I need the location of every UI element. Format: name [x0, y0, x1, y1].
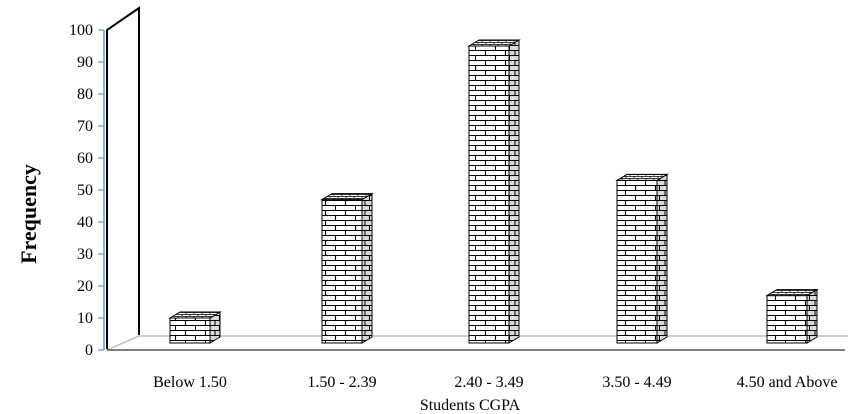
- bar-top: [467, 39, 521, 47]
- back-wall: [106, 6, 140, 349]
- bar-top: [765, 289, 819, 297]
- bar-front: [321, 199, 363, 344]
- bar-front: [766, 295, 808, 344]
- bar-side: [361, 192, 373, 344]
- y-tick-label: 0: [85, 342, 93, 359]
- y-tick-label: 80: [77, 86, 93, 103]
- bar-front: [169, 317, 211, 344]
- x-category-label: 2.40 - 3.49: [454, 374, 523, 391]
- bar: [320, 192, 374, 344]
- bar: [765, 288, 819, 344]
- x-axis-line: [106, 335, 848, 351]
- y-tick-label: 90: [77, 54, 93, 71]
- x-category-label: Below 1.50: [153, 374, 227, 391]
- y-tick-label: 50: [77, 182, 93, 199]
- y-tick-label: 10: [77, 310, 93, 327]
- x-category-label: 4.50 and Above: [737, 374, 838, 391]
- y-tick-label: 70: [77, 118, 93, 135]
- y-axis-ticks: 0 10 20 30 40 50 60 70 80 90 100: [69, 22, 104, 359]
- x-category-label: 3.50 - 4.49: [602, 374, 671, 391]
- x-axis-label: Students CGPA: [420, 397, 521, 414]
- bar-side: [508, 39, 520, 344]
- y-tick-label: 40: [77, 214, 93, 231]
- bar-top: [168, 311, 222, 319]
- y-tick-label: 60: [77, 150, 93, 167]
- x-axis-categories: Below 1.50 1.50 - 2.39 2.40 - 3.49 3.50 - 4…: [153, 374, 837, 391]
- y-tick-label: 100: [69, 22, 93, 39]
- bars-group: [168, 39, 819, 344]
- bar-front: [468, 45, 510, 344]
- bar-top: [320, 193, 374, 201]
- bar: [467, 39, 521, 344]
- bar: [168, 311, 222, 344]
- y-axis-label: Frequency: [16, 164, 41, 264]
- bar-side: [806, 288, 818, 344]
- bar: [615, 173, 669, 344]
- y-tick-label: 30: [77, 246, 93, 263]
- y-tick-label: 20: [77, 278, 93, 295]
- bar-top: [615, 173, 669, 181]
- bar-front: [616, 179, 658, 344]
- bar-side: [656, 173, 668, 344]
- x-category-label: 1.50 - 2.39: [307, 374, 376, 391]
